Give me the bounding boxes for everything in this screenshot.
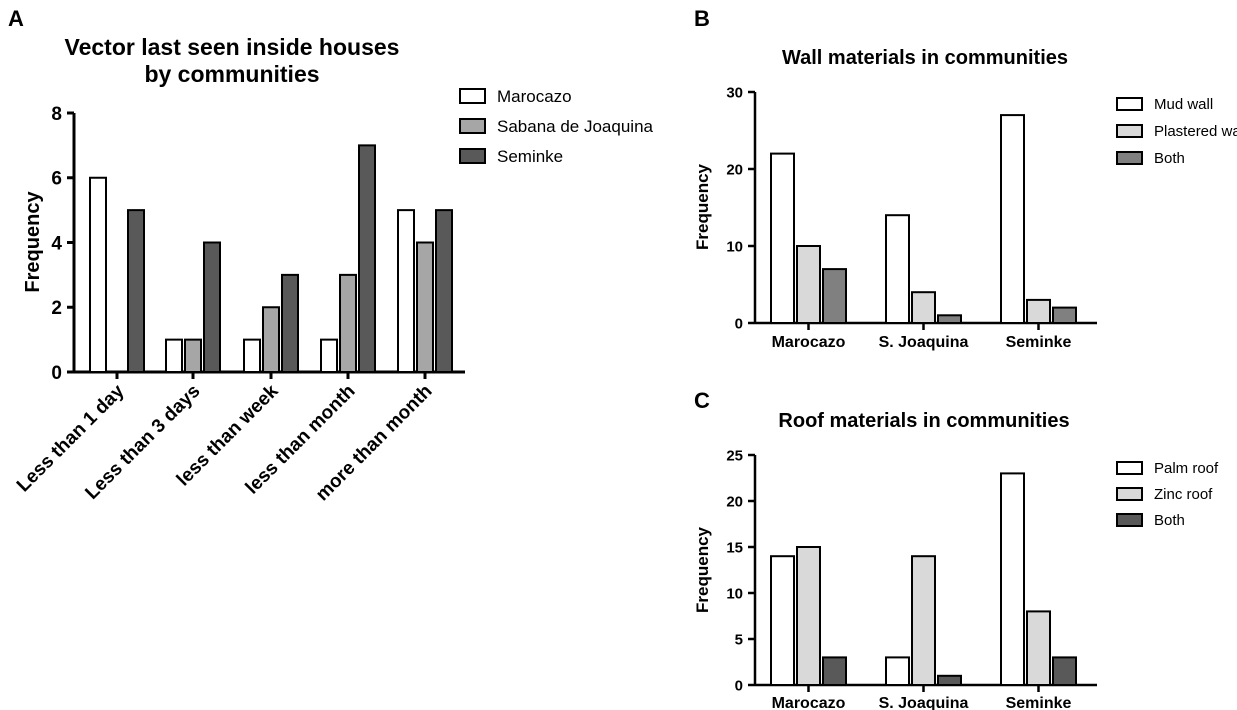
bar-c [886,657,909,685]
bar-a [282,275,298,372]
x-category-label-c: Seminke [1006,695,1072,710]
bar-b [1053,308,1076,323]
bars-b [771,115,1076,323]
y-tick-label-c: 25 [726,447,743,464]
bar-a [90,178,106,372]
bar-a [244,340,260,372]
bar-b [886,215,909,323]
legend-label-c: Palm roof [1154,460,1219,477]
y-tick-label-b: 0 [735,315,743,332]
bar-b [1027,300,1050,323]
panel-b: B Wall materials in communities Frequenc… [693,6,1237,351]
bar-b [797,246,820,323]
bar-b [1001,115,1024,323]
y-tick-label-c: 10 [726,585,743,602]
bars-a [90,145,452,372]
bar-a [340,275,356,372]
bar-c [1053,657,1076,685]
legend-swatch-a [460,149,485,163]
bar-a [204,243,220,373]
legend-c: Palm roof Zinc roof Both [1117,460,1219,529]
legend-swatch-b [1117,152,1142,164]
x-category-label-b: Marocazo [772,334,846,351]
chart-title-a-line2: by communities [144,61,319,87]
y-axis-label-c: Frequency [693,526,712,613]
x-category-label-c: S. Joaquina [879,695,969,710]
y-tick-label-b: 30 [726,84,743,101]
chart-title-b: Wall materials in communities [782,47,1068,69]
legend-label-b: Both [1154,150,1185,167]
bar-c [1027,611,1050,685]
x-category-label-c: Marocazo [772,695,846,710]
bar-a [436,210,452,372]
legend-swatch-a [460,119,485,133]
bar-c [938,676,961,685]
bar-a [166,340,182,372]
bar-b [823,269,846,323]
legend-swatch-b [1117,125,1142,137]
bar-b [912,292,935,323]
legend-label-a: Sabana de Joaquina [497,117,654,136]
chart-title-a-line1: Vector last seen inside houses [65,34,400,60]
x-category-label-b: Seminke [1006,334,1072,351]
bar-b [938,315,961,323]
bar-c [1001,473,1024,685]
y-tick-label-b: 10 [726,238,743,255]
bar-a [128,210,144,372]
legend-label-a: Seminke [497,147,563,166]
legend-swatch-c [1117,488,1142,500]
legend-label-a: Marocazo [497,87,572,106]
bar-a [417,243,433,373]
bar-a [398,210,414,372]
bar-c [771,556,794,685]
legend-swatch-c [1117,514,1142,526]
legend-swatch-a [460,89,485,103]
bar-a [185,340,201,372]
panel-a: A Vector last seen inside houses by comm… [8,6,654,505]
legend-label-c: Zinc roof [1154,486,1213,503]
bar-c [797,547,820,685]
y-axis-label-a: Frequency [22,191,44,293]
panel-letter-c: C [694,388,710,413]
y-tick-label-a: 4 [51,233,62,254]
y-axis-label-b: Frequency [693,163,712,250]
y-tick-label-a: 2 [51,298,62,319]
bar-c [912,556,935,685]
bar-a [321,340,337,372]
y-tick-label-a: 8 [51,104,62,125]
legend-swatch-c [1117,462,1142,474]
y-tick-label-c: 15 [726,539,743,556]
legend-label-b: Plastered wall [1154,123,1237,140]
panel-c: C Roof materials in communities Frequenc… [693,388,1219,710]
chart-title-c: Roof materials in communities [778,410,1069,432]
legend-swatch-b [1117,98,1142,110]
bars-c [771,473,1076,685]
bar-c [823,657,846,685]
legend-b: Mud wall Plastered wall Both [1117,96,1237,167]
x-category-label-b: S. Joaquina [879,334,969,351]
legend-label-b: Mud wall [1154,96,1213,113]
y-tick-label-a: 0 [51,363,62,384]
y-tick-label-a: 6 [51,169,62,190]
panel-letter-b: B [694,6,710,31]
y-tick-label-c: 20 [726,493,743,510]
legend-label-c: Both [1154,512,1185,529]
y-tick-label-b: 20 [726,161,743,178]
panel-letter-a: A [8,6,24,31]
y-tick-label-c: 5 [735,631,743,648]
bar-a [263,307,279,372]
legend-a: Marocazo Sabana de Joaquina Seminke [460,87,654,166]
bar-b [771,154,794,323]
bar-a [359,145,375,372]
y-tick-label-c: 0 [735,677,743,694]
